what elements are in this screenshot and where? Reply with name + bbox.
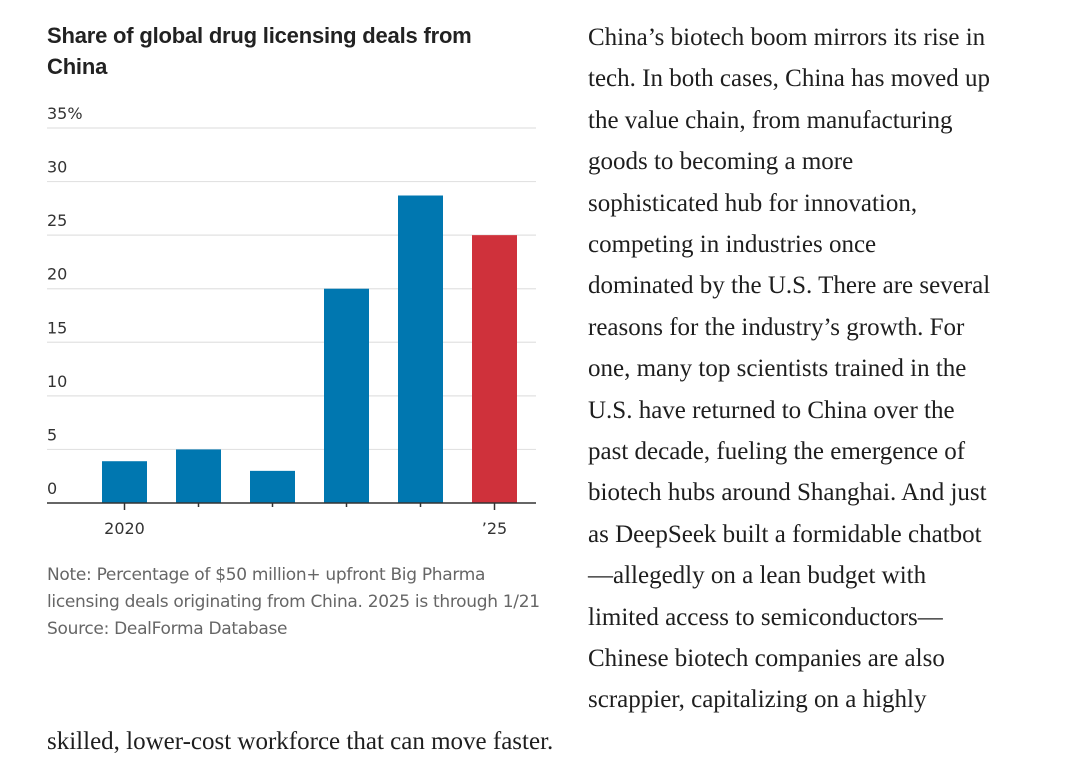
article-line: as DeepSeek built a formidable chatbot <box>588 520 982 548</box>
source-text: Source: DealForma Database <box>47 619 288 639</box>
note-text: Note: Percentage of $50 million+ upfront… <box>47 565 540 612</box>
bar-2020 <box>102 461 147 503</box>
article-line: tech. In both cases, China has moved up <box>588 65 990 93</box>
bar-2021 <box>176 449 221 503</box>
x-tick-label: 2020 <box>104 519 145 538</box>
article-line: past decade, fueling the emergence of <box>588 438 966 465</box>
article-line: Chinese biotech companies are also <box>588 645 945 672</box>
article-line: the value chain, from manufacturing <box>588 106 953 134</box>
bar-2022 <box>250 470 295 503</box>
article-line: goods to becoming a more <box>588 148 854 176</box>
article-line: one, many top scientists trained in the <box>588 355 967 383</box>
bar-chart: 0 5 10 15 20 25 30 35% 2020 ’25 <box>47 104 536 538</box>
bar-2024 <box>398 195 443 503</box>
bar-2025 <box>472 235 517 503</box>
article-line: competing in industries once <box>588 231 877 258</box>
x-tick-label: ’25 <box>482 519 507 538</box>
article-line: dominated by the U.S. There are several <box>588 272 991 300</box>
chart-title: Share of global drug licensing deals fro… <box>47 23 472 79</box>
article-line: sophisticated hub for innovation, <box>588 189 918 217</box>
article-line: —allegedly on a lean budget with <box>588 562 927 590</box>
article-line: scrappier, capitalizing on a highly <box>588 686 927 714</box>
article-line: biotech hubs around Shanghai. And just <box>588 479 987 507</box>
y-tick-label: 30 <box>47 158 67 177</box>
y-tick-label: 25 <box>47 211 67 230</box>
article-line: China’s biotech boom mirrors its rise in <box>588 24 986 51</box>
article-line: reasons for the industry’s growth. For <box>588 313 965 341</box>
y-tick-label: 35% <box>47 104 83 123</box>
chart-note: Note: Percentage of $50 million+ upfront… <box>47 562 547 643</box>
y-tick-label: 10 <box>47 372 67 391</box>
article-line: skilled, lower-cost workforce that can m… <box>47 727 554 755</box>
y-tick-label: 20 <box>47 265 67 284</box>
y-tick-label: 15 <box>47 318 67 337</box>
article-line: U.S. have returned to China over the <box>588 396 955 424</box>
y-tick-label: 5 <box>47 425 57 444</box>
article-line: limited access to semiconductors— <box>588 603 943 631</box>
y-tick-label: 0 <box>47 479 57 498</box>
bar-2023 <box>324 288 369 503</box>
